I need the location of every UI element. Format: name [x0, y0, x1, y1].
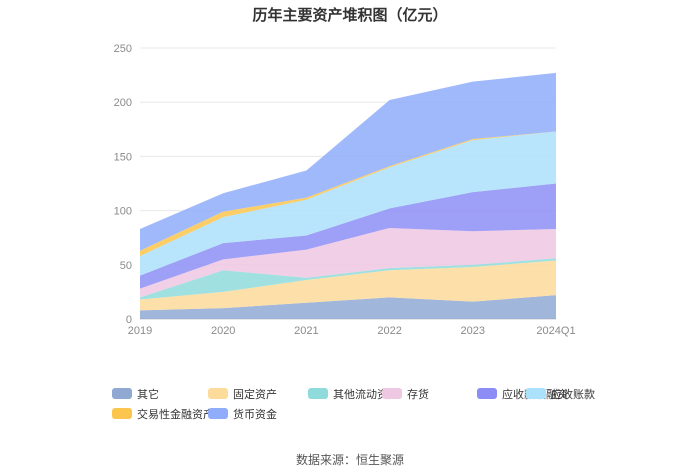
- legend-label: 其它: [137, 389, 159, 401]
- y-tick-label: 150: [114, 151, 132, 163]
- legend-swatch: [526, 388, 546, 399]
- legend-label: 交易性金融资产: [137, 409, 214, 421]
- y-tick-label: 250: [114, 43, 132, 55]
- x-tick-label: 2022: [377, 325, 401, 337]
- legend-item[interactable]: 应收账款: [526, 388, 595, 402]
- legend-swatch: [477, 388, 497, 399]
- area-series-2[interactable]: [140, 258, 556, 300]
- x-axis-ticks: 2019 2020 2021 2022 2023 2024Q1: [128, 325, 576, 337]
- area-series-3[interactable]: [140, 227, 556, 298]
- legend-swatch: [208, 388, 228, 399]
- legend-item[interactable]: 交易性金融资产: [112, 408, 214, 422]
- x-tick-label: 2021: [294, 325, 318, 337]
- legend-swatch: [382, 388, 402, 399]
- y-tick-label: 100: [114, 206, 132, 218]
- x-tick-label: 2020: [211, 325, 235, 337]
- y-tick-label: 200: [114, 97, 132, 109]
- legend-item[interactable]: 货币资金: [208, 408, 277, 422]
- legend-label: 固定资产: [233, 389, 277, 401]
- area-series: [140, 72, 556, 319]
- area-series-4[interactable]: [140, 183, 556, 289]
- legend-swatch: [112, 388, 132, 399]
- area-series-0[interactable]: [140, 295, 556, 319]
- area-series-5[interactable]: [140, 131, 556, 276]
- area-series-1[interactable]: [140, 260, 556, 311]
- x-tick-label: 2023: [461, 325, 485, 337]
- legend-item[interactable]: 固定资产: [208, 388, 277, 402]
- data-source: 数据来源：恒生聚源: [295, 453, 404, 467]
- legend-label: 应收账款: [551, 389, 595, 401]
- chart-title: 历年主要资产堆积图（亿元）: [252, 7, 448, 24]
- legend-label: 货币资金: [233, 409, 277, 421]
- legend-item[interactable]: 其它: [112, 388, 159, 402]
- legend-item[interactable]: 存货: [382, 388, 429, 402]
- legend-swatch: [308, 388, 328, 399]
- y-tick-label: 50: [120, 260, 132, 272]
- legend-swatch: [208, 408, 228, 419]
- x-tick-label: 2019: [128, 325, 152, 337]
- legend-swatch: [112, 408, 132, 419]
- legend-label: 存货: [407, 389, 429, 401]
- y-axis-ticks: 0 50 100 150 200 250: [114, 43, 132, 326]
- area-series-7[interactable]: [140, 72, 556, 251]
- x-tick-label: 2024Q1: [536, 325, 575, 337]
- y-tick-label: 0: [126, 314, 132, 326]
